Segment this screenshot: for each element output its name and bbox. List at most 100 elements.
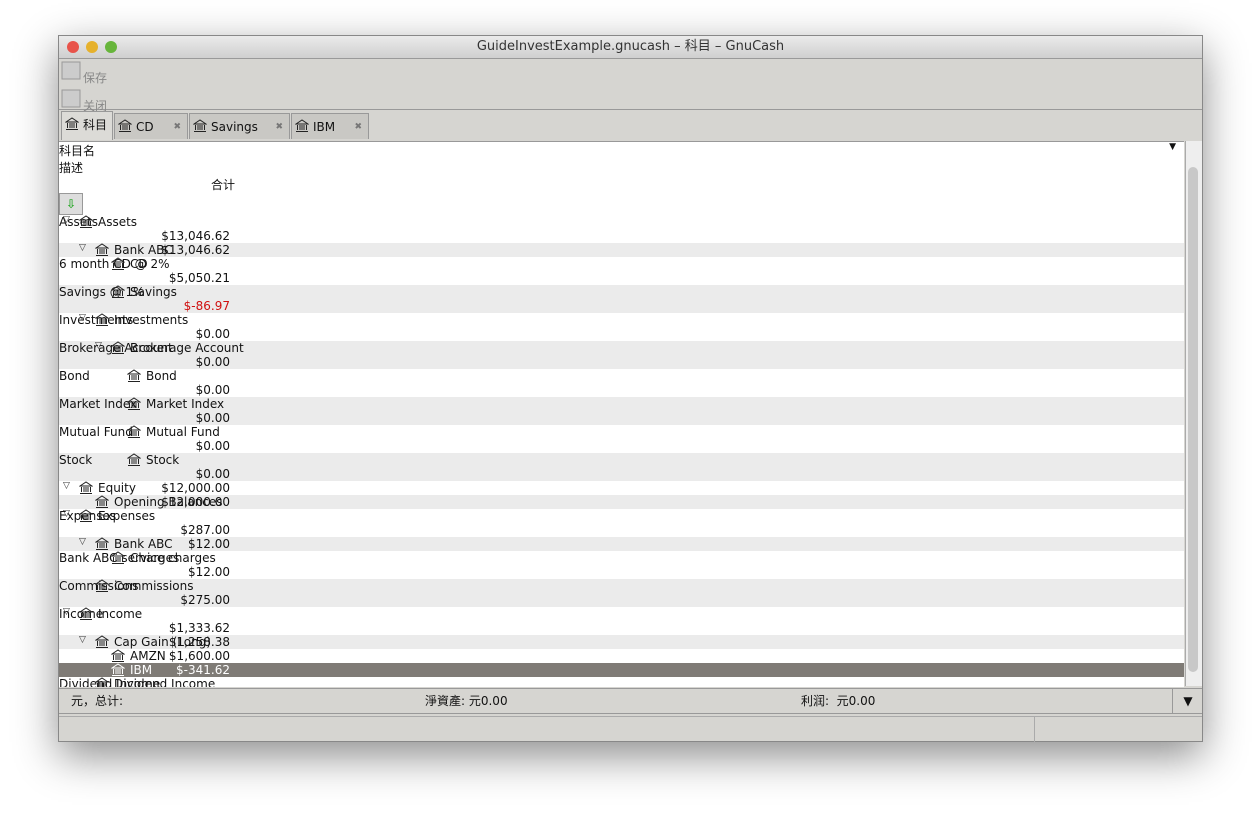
- account-icon: [94, 313, 110, 328]
- account-description: 6 month CD @ 2%: [59, 257, 170, 271]
- toolbar-button[interactable]: 关闭: [59, 86, 1202, 114]
- account-icon: [94, 495, 110, 510]
- account-row[interactable]: Commissions Commissions $275.00: [59, 579, 1184, 607]
- zoom-button[interactable]: [105, 41, 117, 53]
- account-row[interactable]: AMZN $1,600.00: [59, 649, 1184, 663]
- account-description: Commissions: [59, 579, 139, 593]
- account-row[interactable]: ▽ Income Income $1,333.62: [59, 607, 1184, 635]
- tab-close[interactable]: ✖: [173, 122, 181, 132]
- tab-label: Savings: [211, 120, 258, 134]
- account-name: Cap Gain (Long): [114, 635, 211, 649]
- tab-label: 科目: [83, 118, 108, 132]
- account-total: $-341.62: [176, 663, 230, 677]
- account-icon: [110, 551, 126, 566]
- account-description: Investments: [59, 313, 134, 327]
- tab[interactable]: Savings ✖: [189, 113, 290, 139]
- account-name: AMZN: [130, 649, 166, 663]
- account-name: Equity: [98, 481, 136, 495]
- account-row[interactable]: ▽ Investments Investments $0.00: [59, 313, 1184, 341]
- account-icon: [78, 509, 94, 524]
- account-total: $12,000.00: [161, 481, 230, 495]
- account-row[interactable]: CD 6 month CD @ 2% $5,050.21: [59, 257, 1184, 285]
- expander[interactable]: ▽: [79, 635, 86, 645]
- account-name: Charges: [130, 551, 180, 565]
- window-title: GuideInvestExample.gnucash – 科目 – GnuCas…: [476, 39, 785, 54]
- account-row[interactable]: Market Index Market Index $0.00: [59, 397, 1184, 425]
- account-row[interactable]: ▽ Assets Assets $13,046.62: [59, 215, 1184, 243]
- account-row[interactable]: Mutual Fund Mutual Fund $0.00: [59, 425, 1184, 453]
- account-name: Stock: [146, 453, 180, 467]
- account-name: Dividend Income: [114, 677, 216, 687]
- toolbar-label: 关闭: [83, 99, 108, 113]
- account-row[interactable]: Savings Savings @ 1% $-86.97: [59, 285, 1184, 313]
- expander[interactable]: ▽: [63, 509, 70, 519]
- tab[interactable]: IBM ✖: [291, 113, 369, 139]
- account-icon: [94, 635, 110, 650]
- account-name: Income: [98, 607, 143, 621]
- tab-label: IBM: [313, 120, 336, 134]
- account-icon: [78, 215, 94, 230]
- account-total: $13,046.62: [161, 229, 230, 243]
- expander[interactable]: ▽: [95, 341, 102, 351]
- summary-label: 元，总计:: [71, 694, 124, 708]
- profit: 利润: 元0.00: [801, 694, 876, 708]
- column-header[interactable]: 科目名 ▼: [59, 142, 1176, 158]
- expander[interactable]: ▽: [79, 243, 86, 253]
- minimize-button[interactable]: [86, 41, 98, 53]
- account-total: $1,333.62: [168, 621, 230, 635]
- account-row[interactable]: ▽ Equity $12,000.00: [59, 481, 1184, 495]
- column-header[interactable]: 描述: [59, 161, 84, 175]
- account-row[interactable]: Charges Bank ABC service charges $12.00: [59, 551, 1184, 579]
- tab-bar: 科目 CD ✖ Savings ✖ IBM ✖: [59, 111, 1202, 140]
- account-name: Commissions: [114, 579, 194, 593]
- tab-close[interactable]: ✖: [354, 122, 362, 132]
- account-name: CD: [130, 257, 148, 271]
- account-total: $0.00: [195, 439, 230, 453]
- toolbar-button[interactable]: 保存: [59, 58, 1202, 86]
- expander[interactable]: ▽: [63, 607, 70, 617]
- account-row[interactable]: ▽ Cap Gain (Long) $1,258.38: [59, 635, 1184, 649]
- account-row[interactable]: ▽ Brokerage Account Brokerage Account $0.00: [59, 341, 1184, 369]
- account-total: $275.00: [180, 593, 230, 607]
- account-name: Expenses: [98, 509, 156, 523]
- account-icon: [94, 579, 110, 594]
- column-chooser[interactable]: ⇩: [59, 193, 83, 215]
- account-icon: [94, 537, 110, 552]
- account-total: $12.00: [188, 537, 230, 551]
- account-row[interactable]: Bond Bond $0.00: [59, 369, 1184, 397]
- account-row[interactable]: ▽ Expenses Expenses $287.00: [59, 509, 1184, 537]
- account-name: Brokerage Account: [130, 341, 244, 355]
- account-name: Assets: [98, 215, 138, 229]
- column-header[interactable]: 合计: [210, 178, 235, 192]
- account-total: $0.00: [195, 383, 230, 397]
- account-total: $-86.97: [183, 299, 230, 313]
- expander[interactable]: ▽: [79, 313, 86, 323]
- account-row[interactable]: ▽ Bank ABC $12.00: [59, 537, 1184, 551]
- account-total: $13,046.62: [161, 243, 230, 257]
- scrollbar[interactable]: [1185, 141, 1202, 686]
- account-row[interactable]: IBM $-341.62: [59, 663, 1184, 677]
- account-name: Mutual Fund: [146, 425, 220, 439]
- account-row[interactable]: ▽ Bank ABC $13,046.62: [59, 243, 1184, 257]
- summary-dropdown[interactable]: ▼: [1172, 689, 1203, 713]
- account-icon: [126, 369, 142, 384]
- expander[interactable]: ▽: [63, 481, 70, 491]
- tab[interactable]: 科目: [61, 111, 113, 140]
- summary-bar: 元，总计: 淨資產: 元0.00 利润: 元0.00 ▼: [59, 688, 1202, 714]
- account-row[interactable]: Opening Balances $12,000.00: [59, 495, 1184, 509]
- tab[interactable]: CD ✖: [114, 113, 188, 139]
- account-name: Market Index: [146, 397, 225, 411]
- account-total: $0.00: [195, 411, 230, 425]
- account-total: $12,000.00: [161, 495, 230, 509]
- close-button[interactable]: [67, 41, 79, 53]
- expander[interactable]: ▽: [63, 215, 70, 225]
- account-row[interactable]: Stock Stock $0.00: [59, 453, 1184, 481]
- account-description: Savings @ 1%: [59, 285, 145, 299]
- account-name: Bond: [146, 369, 177, 383]
- title-bar: GuideInvestExample.gnucash – 科目 – GnuCas…: [59, 36, 1202, 59]
- expander[interactable]: ▽: [79, 537, 86, 547]
- tab-close[interactable]: ✖: [275, 122, 283, 132]
- account-description: Stock: [59, 453, 93, 467]
- window: GuideInvestExample.gnucash – 科目 – GnuCas…: [58, 35, 1203, 743]
